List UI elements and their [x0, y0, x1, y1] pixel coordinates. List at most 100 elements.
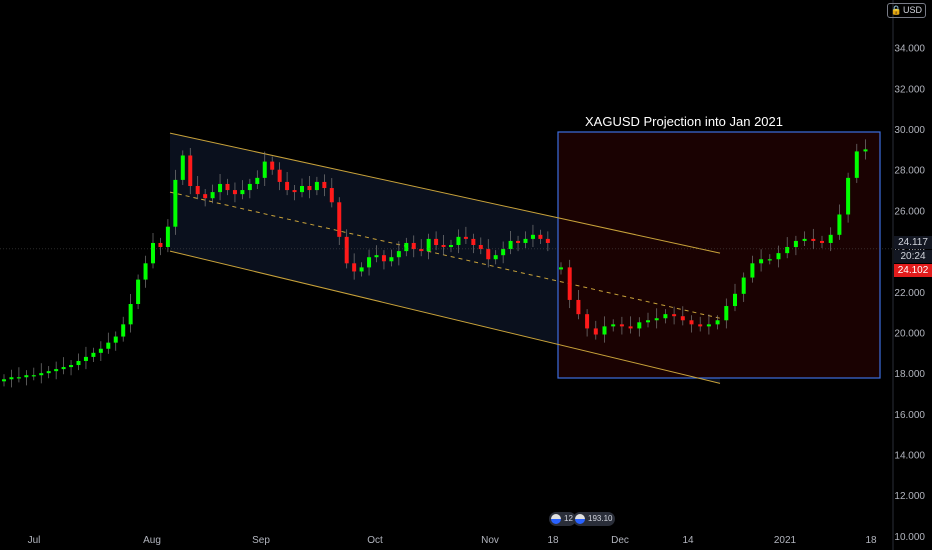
candle-up	[449, 245, 453, 248]
candle-up	[314, 181, 319, 191]
candle-up	[854, 151, 859, 178]
candle-up	[456, 236, 461, 245]
x-tick-label: 18	[865, 535, 877, 546]
x-tick-label: 18	[547, 535, 559, 546]
candle-down	[352, 263, 357, 272]
projection-title: XAGUSD Projection into Jan 2021	[585, 114, 783, 129]
candle-down	[567, 267, 572, 300]
candle-down	[463, 236, 468, 239]
candle-up	[493, 255, 498, 260]
y-tick-label: 22.000	[894, 288, 925, 299]
candle-up	[750, 263, 755, 278]
x-tick-label: 2021	[774, 535, 797, 546]
candle-down	[203, 194, 208, 199]
candle-down	[619, 324, 624, 327]
x-tick-label: Dec	[611, 535, 629, 546]
current-price-tag: 24.102	[894, 264, 932, 277]
candle-up	[61, 367, 66, 370]
y-tick-label: 30.000	[894, 125, 925, 136]
candle-down	[478, 245, 483, 250]
candle-up	[106, 342, 111, 349]
candle-down	[292, 190, 297, 193]
candle-down	[471, 238, 476, 245]
candle-up	[9, 377, 14, 380]
candle-up	[262, 161, 267, 178]
candle-up	[16, 377, 21, 379]
candle-down	[672, 314, 677, 317]
candle-up	[128, 304, 133, 325]
candle-down	[329, 188, 334, 203]
y-tick-label: 18.000	[894, 369, 925, 380]
descending-channel	[169, 132, 721, 384]
candle-up	[240, 190, 245, 195]
event-badge-earnings[interactable]: 193.10	[573, 512, 616, 526]
candle-down	[232, 190, 237, 195]
candle-up	[863, 149, 868, 152]
candle-up	[802, 238, 807, 241]
candle-down	[593, 328, 598, 335]
lock-icon: 🔒	[890, 5, 902, 15]
candle-up	[46, 371, 51, 374]
candle-down	[698, 324, 703, 327]
candle-up	[724, 306, 729, 321]
x-tick-label: Sep	[252, 535, 270, 546]
currency-badge[interactable]: 🔒USD	[886, 3, 926, 18]
candle-up	[39, 373, 44, 376]
candle-up	[602, 326, 607, 335]
candle-down	[486, 249, 491, 260]
candle-up	[611, 324, 616, 327]
candle-up	[389, 257, 394, 262]
candle-up	[646, 320, 650, 323]
candle-up	[359, 267, 364, 272]
candle-down	[225, 183, 230, 191]
candle-down	[188, 155, 193, 186]
candle-up	[530, 234, 535, 239]
candle-up	[637, 322, 642, 329]
projection-rectangle	[557, 131, 881, 379]
candle-down	[195, 186, 200, 195]
candle-up	[654, 318, 659, 321]
candle-up	[785, 247, 790, 254]
candle-up	[367, 257, 372, 268]
x-tick-label: Aug	[143, 535, 161, 546]
channel-midline	[169, 191, 721, 319]
candle-up	[767, 259, 772, 261]
candle-up	[143, 263, 148, 280]
y-tick-label: 34.000	[894, 44, 925, 55]
candle-down	[344, 236, 349, 264]
candle-down	[811, 238, 816, 241]
candle-up	[759, 259, 764, 264]
candle-down	[381, 255, 386, 262]
candle-up	[374, 255, 379, 258]
candle-down	[628, 326, 633, 329]
channel-lower-line	[169, 250, 721, 384]
candle-down	[516, 240, 521, 243]
event-badge-dividends[interactable]: 12	[549, 512, 576, 526]
candle-up	[113, 336, 118, 343]
y-tick-label: 28.000	[894, 166, 925, 177]
last-price-tag: 24.117	[894, 236, 932, 249]
candle-up	[663, 314, 668, 319]
candle-down	[538, 234, 543, 239]
candle-up	[2, 379, 6, 382]
candle-up	[173, 179, 178, 227]
candle-up	[247, 183, 252, 191]
candle-down	[337, 202, 342, 237]
candle-down	[419, 249, 424, 252]
event-badge-label: 193.10	[588, 514, 613, 523]
candle-down	[576, 299, 581, 315]
candle-up	[715, 320, 720, 325]
channel-upper-line	[169, 132, 721, 254]
candle-down	[820, 240, 824, 243]
candle-up	[69, 365, 74, 368]
candle-up	[706, 324, 711, 327]
time-axis: Jul Aug Sep Oct Nov 18 Dec 14 2021 18	[28, 535, 877, 546]
y-tick-label: 12.000	[894, 491, 925, 502]
flag-icon	[551, 514, 561, 524]
candle-up	[741, 277, 746, 294]
candle-down	[434, 238, 439, 245]
candle-up	[404, 242, 409, 252]
candle-up	[218, 183, 223, 193]
candle-up	[31, 375, 36, 377]
